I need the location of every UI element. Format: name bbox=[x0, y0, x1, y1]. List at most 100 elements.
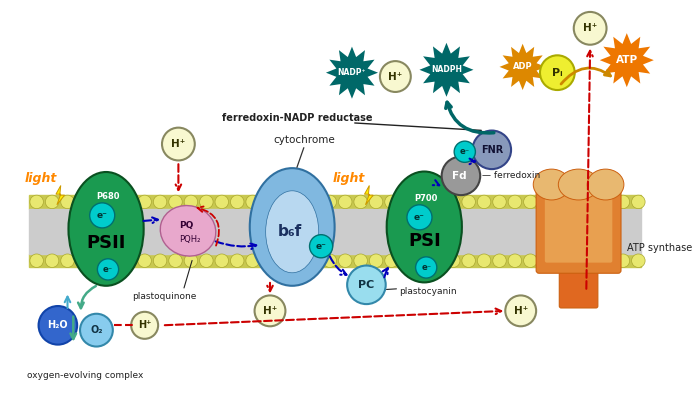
Circle shape bbox=[199, 195, 213, 209]
Circle shape bbox=[347, 265, 386, 304]
Ellipse shape bbox=[160, 205, 216, 256]
Circle shape bbox=[215, 195, 228, 209]
Circle shape bbox=[370, 254, 383, 267]
Circle shape bbox=[246, 254, 260, 267]
Circle shape bbox=[416, 254, 429, 267]
Circle shape bbox=[339, 254, 352, 267]
Circle shape bbox=[107, 195, 120, 209]
Circle shape bbox=[131, 312, 158, 339]
Circle shape bbox=[407, 205, 432, 230]
Circle shape bbox=[380, 61, 411, 92]
Circle shape bbox=[539, 195, 552, 209]
Circle shape bbox=[276, 254, 290, 267]
Circle shape bbox=[574, 12, 606, 45]
Polygon shape bbox=[365, 185, 373, 205]
Circle shape bbox=[601, 195, 615, 209]
Text: H⁺: H⁺ bbox=[138, 320, 151, 330]
Circle shape bbox=[169, 195, 182, 209]
Circle shape bbox=[46, 254, 59, 267]
Text: oxygen-evolving complex: oxygen-evolving complex bbox=[27, 371, 143, 380]
Circle shape bbox=[162, 128, 195, 160]
Ellipse shape bbox=[266, 191, 318, 273]
Text: plastoquinone: plastoquinone bbox=[132, 292, 196, 301]
Circle shape bbox=[508, 195, 522, 209]
Circle shape bbox=[570, 254, 583, 267]
Text: H₂O: H₂O bbox=[48, 320, 68, 330]
Circle shape bbox=[339, 195, 352, 209]
Text: Fd: Fd bbox=[452, 171, 466, 181]
Text: O₂: O₂ bbox=[90, 325, 103, 335]
Circle shape bbox=[524, 254, 537, 267]
Circle shape bbox=[292, 254, 306, 267]
Circle shape bbox=[38, 306, 77, 345]
Circle shape bbox=[354, 254, 368, 267]
Text: H⁺: H⁺ bbox=[389, 72, 402, 82]
Circle shape bbox=[246, 195, 260, 209]
Circle shape bbox=[585, 195, 598, 209]
Polygon shape bbox=[500, 44, 546, 90]
Text: b₆f: b₆f bbox=[278, 224, 302, 239]
Text: H⁺: H⁺ bbox=[583, 23, 597, 33]
Circle shape bbox=[184, 254, 197, 267]
Ellipse shape bbox=[386, 172, 462, 283]
Text: NADPH: NADPH bbox=[431, 65, 462, 74]
Circle shape bbox=[30, 195, 43, 209]
Circle shape bbox=[323, 195, 337, 209]
Circle shape bbox=[570, 195, 583, 209]
Circle shape bbox=[477, 195, 491, 209]
Ellipse shape bbox=[250, 168, 335, 286]
Text: PQH₂: PQH₂ bbox=[179, 235, 201, 244]
Circle shape bbox=[323, 254, 337, 267]
Text: PQ: PQ bbox=[179, 220, 193, 230]
Text: Pᵢ: Pᵢ bbox=[552, 68, 563, 78]
Circle shape bbox=[616, 195, 630, 209]
Bar bbox=[29, 195, 641, 209]
Text: e⁻: e⁻ bbox=[460, 147, 470, 156]
Circle shape bbox=[505, 295, 536, 326]
Circle shape bbox=[462, 254, 475, 267]
Text: cytochrome: cytochrome bbox=[273, 135, 335, 145]
Circle shape bbox=[554, 195, 568, 209]
Ellipse shape bbox=[533, 169, 570, 200]
Text: NADP⁺: NADP⁺ bbox=[337, 68, 366, 77]
Circle shape bbox=[107, 254, 120, 267]
Bar bbox=[29, 254, 641, 267]
FancyBboxPatch shape bbox=[536, 185, 621, 273]
Circle shape bbox=[631, 254, 645, 267]
Circle shape bbox=[46, 195, 59, 209]
Circle shape bbox=[385, 195, 398, 209]
Circle shape bbox=[122, 254, 136, 267]
Circle shape bbox=[493, 195, 506, 209]
Circle shape bbox=[585, 254, 598, 267]
Text: H⁺: H⁺ bbox=[263, 306, 277, 316]
Circle shape bbox=[354, 195, 368, 209]
Circle shape bbox=[138, 195, 151, 209]
Circle shape bbox=[540, 55, 575, 90]
Circle shape bbox=[447, 254, 460, 267]
Circle shape bbox=[76, 254, 90, 267]
Text: PC: PC bbox=[358, 280, 375, 290]
Circle shape bbox=[153, 254, 167, 267]
Polygon shape bbox=[600, 33, 654, 87]
Text: P700: P700 bbox=[414, 193, 438, 203]
Circle shape bbox=[473, 131, 511, 169]
Circle shape bbox=[90, 203, 115, 228]
Text: ATP: ATP bbox=[616, 55, 638, 65]
Circle shape bbox=[80, 314, 113, 347]
Text: ferredoxin-NADP reductase: ferredoxin-NADP reductase bbox=[222, 113, 372, 123]
Text: e⁻: e⁻ bbox=[97, 211, 108, 220]
Circle shape bbox=[416, 195, 429, 209]
Circle shape bbox=[255, 295, 286, 326]
Circle shape bbox=[276, 195, 290, 209]
Circle shape bbox=[76, 195, 90, 209]
Circle shape bbox=[230, 195, 244, 209]
Text: light: light bbox=[333, 172, 365, 185]
Text: ATP synthase: ATP synthase bbox=[626, 243, 692, 253]
Circle shape bbox=[462, 195, 475, 209]
Text: e⁻: e⁻ bbox=[421, 263, 431, 272]
Circle shape bbox=[447, 195, 460, 209]
Circle shape bbox=[601, 254, 615, 267]
Circle shape bbox=[30, 254, 43, 267]
Text: FNR: FNR bbox=[481, 145, 503, 155]
Circle shape bbox=[261, 195, 275, 209]
